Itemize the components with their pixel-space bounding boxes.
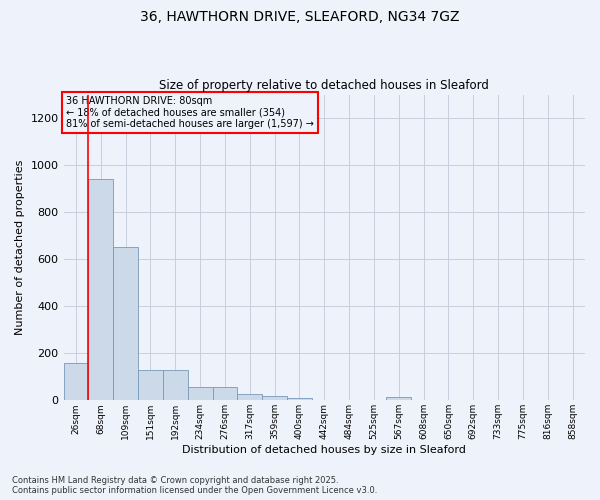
Bar <box>138 370 163 400</box>
Title: Size of property relative to detached houses in Sleaford: Size of property relative to detached ho… <box>160 79 489 92</box>
Text: Contains HM Land Registry data © Crown copyright and database right 2025.
Contai: Contains HM Land Registry data © Crown c… <box>12 476 377 495</box>
Text: 36, HAWTHORN DRIVE, SLEAFORD, NG34 7GZ: 36, HAWTHORN DRIVE, SLEAFORD, NG34 7GZ <box>140 10 460 24</box>
Bar <box>113 248 138 400</box>
Bar <box>212 388 238 400</box>
Bar <box>88 179 113 400</box>
Bar <box>386 398 411 400</box>
X-axis label: Distribution of detached houses by size in Sleaford: Distribution of detached houses by size … <box>182 445 466 455</box>
Bar <box>188 388 212 400</box>
Bar <box>238 394 262 400</box>
Bar <box>163 370 188 400</box>
Bar <box>287 398 312 400</box>
Text: 36 HAWTHORN DRIVE: 80sqm
← 18% of detached houses are smaller (354)
81% of semi-: 36 HAWTHORN DRIVE: 80sqm ← 18% of detach… <box>66 96 314 130</box>
Y-axis label: Number of detached properties: Number of detached properties <box>15 160 25 335</box>
Bar <box>262 396 287 400</box>
Bar <box>64 362 88 401</box>
